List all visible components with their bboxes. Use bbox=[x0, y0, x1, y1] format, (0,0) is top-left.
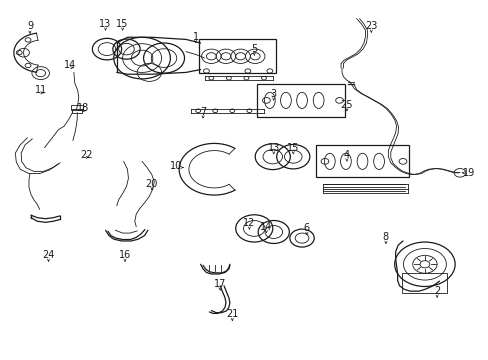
Text: 6: 6 bbox=[303, 224, 309, 233]
Text: 11: 11 bbox=[35, 85, 47, 95]
Text: 18: 18 bbox=[76, 103, 88, 113]
Text: 4: 4 bbox=[343, 150, 349, 160]
Text: 14: 14 bbox=[260, 222, 272, 231]
Text: 8: 8 bbox=[382, 232, 388, 242]
Text: 1: 1 bbox=[192, 32, 199, 41]
Text: 22: 22 bbox=[80, 150, 92, 160]
Text: 3: 3 bbox=[270, 89, 276, 99]
Text: 2: 2 bbox=[433, 286, 439, 296]
Text: 23: 23 bbox=[365, 21, 377, 31]
Text: 20: 20 bbox=[145, 179, 158, 189]
Text: 13: 13 bbox=[99, 19, 111, 29]
Text: 7: 7 bbox=[200, 107, 206, 117]
Text: 9: 9 bbox=[27, 21, 33, 31]
Text: 17: 17 bbox=[213, 279, 226, 289]
Text: 10: 10 bbox=[170, 161, 182, 171]
Text: 21: 21 bbox=[225, 310, 238, 319]
Text: 16: 16 bbox=[119, 250, 131, 260]
Text: 24: 24 bbox=[42, 250, 55, 260]
Text: 15: 15 bbox=[286, 143, 299, 153]
Text: 13: 13 bbox=[267, 143, 279, 153]
Text: 14: 14 bbox=[64, 60, 77, 70]
Text: 15: 15 bbox=[116, 19, 128, 29]
Text: 19: 19 bbox=[462, 168, 474, 178]
Text: 5: 5 bbox=[251, 44, 257, 54]
Text: 25: 25 bbox=[340, 100, 352, 110]
Text: 12: 12 bbox=[243, 218, 255, 228]
